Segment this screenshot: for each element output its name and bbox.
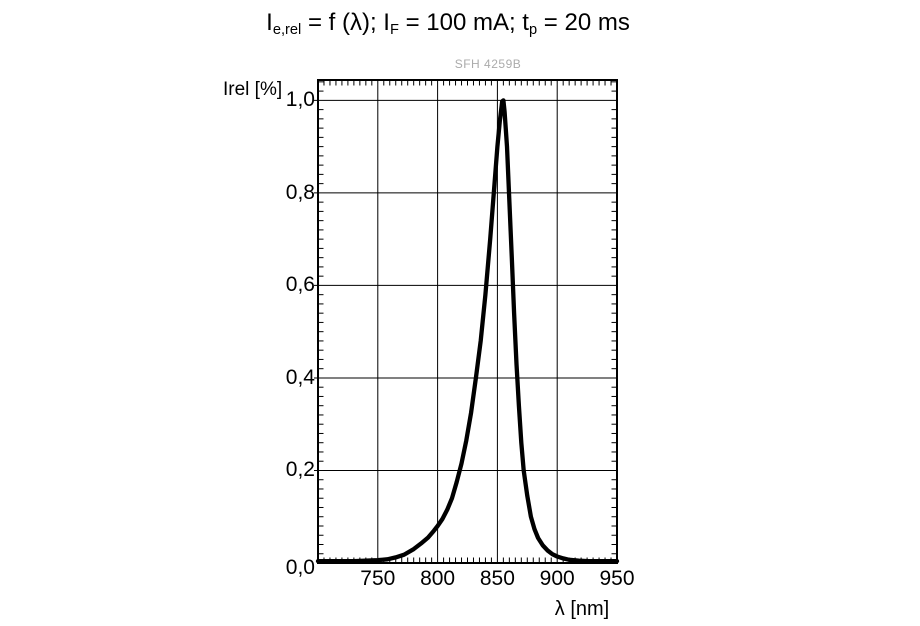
x-tick-label: 850 bbox=[479, 567, 515, 590]
x-tick-label: 900 bbox=[539, 567, 575, 590]
title-subscript: e,rel bbox=[272, 22, 302, 39]
x-tick-label: 800 bbox=[420, 567, 456, 590]
y-tick-label: 0,4 bbox=[285, 365, 315, 389]
chart-title: Ie,rel = f (λ); IF = 100 mA; tp = 20 ms bbox=[0, 9, 896, 40]
x-tick-label: 950 bbox=[599, 567, 635, 590]
title-segment: = 100 mA; t bbox=[398, 9, 529, 36]
title-subscript: F bbox=[389, 22, 399, 39]
spectrum-curve bbox=[315, 98, 620, 564]
title-segment: I bbox=[266, 9, 273, 36]
y-tick-label: 0,0 bbox=[285, 556, 315, 579]
part-number-watermark: SFH 4259B bbox=[454, 57, 522, 71]
y-axis-label: Irel [%] bbox=[223, 79, 283, 100]
title-segment: = 20 ms bbox=[537, 9, 630, 36]
y-tick-label: 0,2 bbox=[285, 458, 315, 482]
title-segment: = f (λ); I bbox=[301, 9, 390, 36]
y-tick-label: 0,8 bbox=[285, 180, 315, 204]
x-axis-label: λ [nm] bbox=[554, 598, 610, 620]
y-tick-label: 0,6 bbox=[285, 273, 315, 297]
plot-frame bbox=[317, 79, 618, 564]
x-tick-label: 750 bbox=[360, 567, 396, 590]
title-subscript: p bbox=[528, 22, 538, 39]
y-tick-label: 1,0 bbox=[285, 88, 315, 112]
